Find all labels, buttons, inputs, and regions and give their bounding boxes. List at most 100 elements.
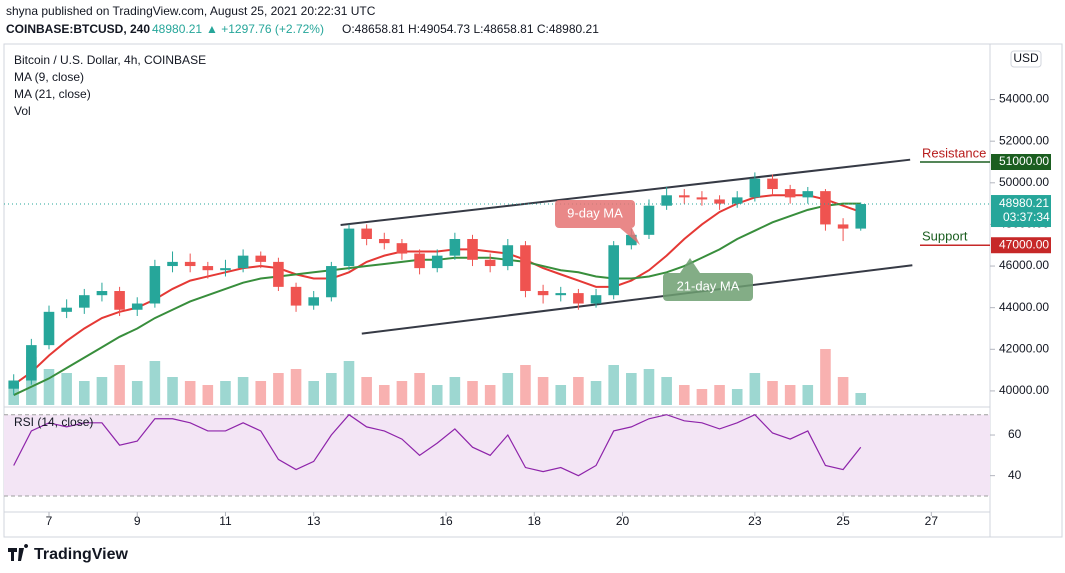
rsi-tick-label: 40 bbox=[1008, 468, 1022, 482]
volume-bar bbox=[326, 373, 337, 405]
level-box bbox=[991, 153, 1051, 170]
x-tick-label: 16 bbox=[439, 514, 453, 528]
volume-bar bbox=[714, 385, 725, 405]
candle-body bbox=[396, 243, 408, 254]
x-tick-label: 13 bbox=[307, 514, 321, 528]
candle-body bbox=[202, 266, 214, 271]
y-tick-label: 40000.00 bbox=[999, 383, 1049, 397]
candle-body bbox=[220, 268, 231, 271]
volume-bar bbox=[802, 385, 814, 405]
volume-bar bbox=[467, 381, 478, 405]
rsi-line bbox=[13, 413, 862, 477]
volume-bar bbox=[96, 377, 108, 405]
frame bbox=[3, 43, 1063, 538]
candle-body bbox=[608, 245, 619, 296]
volume-bar bbox=[449, 377, 461, 405]
x-tick-label: 7 bbox=[46, 514, 53, 528]
candle-body bbox=[749, 178, 761, 198]
candle-body bbox=[784, 189, 796, 198]
y-tick-label: 42000.00 bbox=[999, 341, 1049, 355]
price: 48980.21 bbox=[152, 22, 202, 36]
candle-body bbox=[78, 295, 90, 308]
candle-body bbox=[837, 224, 849, 229]
change: ▲ +1297.76 (+2.72%) bbox=[206, 22, 324, 36]
legend-entry: Vol bbox=[14, 104, 31, 118]
volume-bar bbox=[520, 365, 531, 405]
volume-bar bbox=[343, 361, 355, 405]
y-tick-label: 54000.00 bbox=[999, 92, 1049, 106]
y-tick-label: 52000.00 bbox=[999, 133, 1049, 147]
volume-bar bbox=[767, 381, 778, 405]
candle-body bbox=[678, 195, 690, 198]
volume-bar bbox=[149, 361, 161, 405]
volume-bar bbox=[626, 373, 637, 405]
volume-bar bbox=[114, 365, 125, 405]
candle-body bbox=[149, 266, 161, 304]
volume-bar bbox=[220, 381, 231, 405]
candle-body bbox=[26, 345, 37, 381]
volume-bar bbox=[731, 389, 743, 405]
volume-bar bbox=[273, 373, 284, 405]
trendline bbox=[340, 158, 911, 227]
symbol: COINBASE:BTCUSD, 240 bbox=[6, 22, 150, 36]
annotation-box bbox=[555, 200, 635, 228]
rsi-band bbox=[4, 414, 990, 496]
currency: USD bbox=[1013, 51, 1039, 65]
candle-body bbox=[696, 197, 708, 200]
y-tick-label: 44000.00 bbox=[999, 300, 1049, 314]
candle-body bbox=[820, 191, 831, 225]
candle-body bbox=[590, 295, 602, 304]
volume-bar bbox=[502, 373, 514, 405]
level-label: 47000.00 bbox=[999, 237, 1049, 251]
volume-bar bbox=[484, 385, 496, 405]
logo-text: TradingView bbox=[34, 546, 129, 563]
x-tick-label: 9 bbox=[134, 514, 141, 528]
logo: TradingView bbox=[8, 544, 129, 563]
volume-bar bbox=[696, 389, 708, 405]
candle-body bbox=[378, 238, 390, 244]
volume-bar bbox=[661, 377, 672, 405]
x-tick-label: 23 bbox=[748, 514, 762, 528]
last-price-label: 48980.21 bbox=[999, 196, 1049, 210]
candle-body bbox=[555, 293, 567, 296]
candle-body bbox=[502, 245, 514, 267]
currency-box[interactable] bbox=[1010, 50, 1042, 68]
candle-body bbox=[96, 291, 108, 296]
annotation-pointer bbox=[620, 228, 640, 245]
volume-bar bbox=[290, 369, 302, 405]
ohlc: O:48658.81 H:49054.73 L:48658.81 C:48980… bbox=[342, 22, 599, 36]
candle-body bbox=[255, 255, 267, 262]
candle-body bbox=[290, 286, 302, 306]
volume-bar bbox=[678, 385, 690, 405]
candle-body bbox=[467, 238, 478, 260]
candle-body bbox=[855, 204, 867, 229]
candle-body bbox=[731, 197, 743, 204]
candle-body bbox=[184, 261, 196, 267]
candle-body bbox=[414, 253, 425, 269]
volume-bar bbox=[396, 381, 408, 405]
volume-bar bbox=[608, 365, 619, 405]
volume-bar bbox=[43, 369, 55, 405]
volume-bar bbox=[131, 381, 143, 405]
candle-body bbox=[361, 228, 372, 239]
candle-body bbox=[326, 266, 337, 298]
level-box bbox=[991, 237, 1051, 254]
volume-bar bbox=[378, 385, 390, 405]
x-tick-label: 25 bbox=[836, 514, 850, 528]
volume-bar bbox=[414, 373, 425, 405]
candle-body bbox=[537, 291, 549, 296]
volume-bar bbox=[820, 349, 831, 405]
logo-icon bbox=[8, 544, 29, 561]
candle-body bbox=[626, 234, 637, 246]
x-tick-label: 18 bbox=[528, 514, 542, 528]
annotation-pointer bbox=[680, 258, 700, 273]
volume-bar bbox=[167, 377, 178, 405]
candle-body bbox=[714, 199, 725, 204]
candle-body bbox=[520, 245, 531, 292]
annotation: 21-day MA bbox=[677, 278, 740, 293]
volume-bar bbox=[184, 381, 196, 405]
candle-body bbox=[8, 380, 19, 389]
legend-entry: MA (9, close) bbox=[14, 70, 84, 84]
candle-body bbox=[431, 255, 443, 269]
